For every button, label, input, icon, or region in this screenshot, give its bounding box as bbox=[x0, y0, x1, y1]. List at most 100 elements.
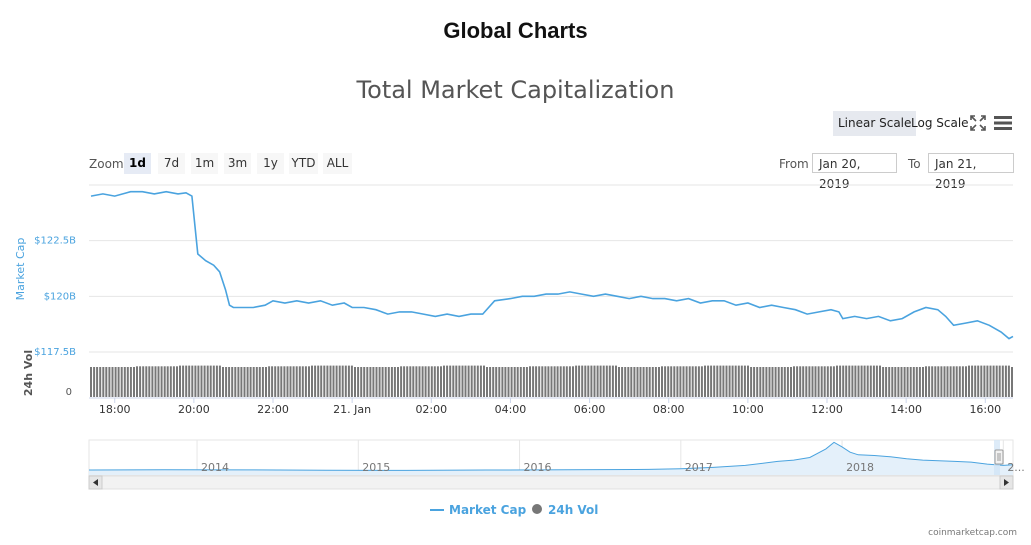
volume-bar bbox=[483, 365, 485, 397]
volume-bar bbox=[486, 367, 488, 397]
volume-bar bbox=[998, 365, 1001, 397]
zoom-all-button[interactable]: ALL bbox=[323, 153, 352, 174]
zoom-1y-button[interactable]: 1y bbox=[257, 153, 284, 174]
volume-bar bbox=[799, 366, 802, 397]
volume-bar bbox=[206, 365, 209, 397]
volume-bar bbox=[446, 365, 449, 397]
volume-bar bbox=[277, 366, 280, 397]
legend-label-market-cap: Market Cap bbox=[449, 503, 527, 517]
volume-bar bbox=[344, 365, 347, 397]
volume-bar bbox=[685, 366, 688, 397]
volume-bar bbox=[381, 367, 384, 397]
volume-bar bbox=[261, 367, 264, 397]
volume-bar bbox=[673, 366, 676, 397]
volume-bar bbox=[440, 366, 442, 397]
x-tick-label: 20:00 bbox=[178, 403, 210, 416]
to-label: To bbox=[908, 157, 921, 171]
zoom-1m-button[interactable]: 1m bbox=[191, 153, 218, 174]
volume-bar bbox=[142, 366, 145, 397]
volume-bar bbox=[826, 366, 829, 397]
volume-bar bbox=[888, 367, 891, 397]
volume-bar bbox=[952, 366, 955, 397]
from-date-input[interactable]: Jan 20, 2019 bbox=[812, 153, 897, 191]
volume-bar bbox=[602, 365, 605, 397]
legend: Market Cap 24h Vol bbox=[430, 503, 598, 517]
volume-bar bbox=[590, 365, 593, 397]
volume-bar bbox=[329, 365, 332, 397]
volume-bar bbox=[556, 366, 559, 397]
volume-bar bbox=[510, 367, 513, 397]
volume-bar bbox=[541, 366, 544, 397]
volume-bar bbox=[280, 366, 283, 397]
volume-bar bbox=[697, 366, 700, 397]
volume-bar bbox=[169, 366, 172, 397]
volume-bar bbox=[915, 367, 918, 397]
volume-bar bbox=[393, 367, 396, 397]
volume-bar bbox=[289, 366, 292, 397]
navigator-handle[interactable] bbox=[994, 449, 1004, 465]
volume-bar bbox=[390, 367, 393, 397]
volume-bar bbox=[209, 365, 212, 397]
navigator[interactable]: 2014 2015 2016 2017 2018 2... bbox=[88, 439, 1025, 476]
volume-bar bbox=[676, 366, 679, 397]
to-date-input[interactable]: Jan 21, 2019 bbox=[928, 153, 1014, 191]
volume-bar bbox=[645, 367, 648, 397]
volume-bar bbox=[430, 366, 433, 397]
volume-bar bbox=[421, 366, 424, 397]
volume-bar bbox=[443, 365, 445, 397]
volume-bar bbox=[298, 366, 301, 397]
zoom-7d-button[interactable]: 7d bbox=[158, 153, 185, 174]
log-scale-button[interactable]: Log Scale bbox=[911, 116, 969, 130]
volume-bar bbox=[971, 365, 974, 397]
volume-bar bbox=[314, 365, 317, 397]
volume-bar bbox=[185, 365, 188, 397]
volume-bar bbox=[688, 366, 691, 397]
volume-bar bbox=[636, 367, 639, 397]
zoom-1d-button[interactable]: 1d bbox=[124, 153, 151, 174]
volume-bar bbox=[225, 367, 228, 397]
volume-bar bbox=[854, 365, 857, 397]
volume-bar bbox=[608, 365, 611, 397]
volume-bar bbox=[292, 366, 295, 397]
volume-bar bbox=[946, 366, 949, 397]
volume-bar bbox=[252, 367, 255, 397]
volume-bar bbox=[872, 365, 875, 397]
y-axis-ticks: $117.5B $120B $122.5B bbox=[34, 236, 76, 358]
volume-bar bbox=[817, 366, 820, 397]
volume-bar bbox=[507, 367, 510, 397]
credit-text[interactable]: coinmarketcap.com bbox=[928, 528, 1017, 538]
volume-bar bbox=[384, 367, 387, 397]
volume-bar bbox=[369, 367, 372, 397]
volume-bar bbox=[897, 367, 900, 397]
volume-bar bbox=[621, 367, 624, 397]
legend-item-24h-vol[interactable]: 24h Vol bbox=[532, 503, 598, 517]
volume-bar bbox=[842, 365, 845, 397]
volume-bar bbox=[661, 366, 663, 397]
volume-bar bbox=[504, 367, 507, 397]
x-tick-label: 10:00 bbox=[732, 403, 764, 416]
volume-bar bbox=[802, 366, 805, 397]
zoom-3m-button[interactable]: 3m bbox=[224, 153, 251, 174]
volume-bar bbox=[212, 365, 215, 397]
volume-bar bbox=[578, 365, 581, 397]
legend-item-market-cap[interactable]: Market Cap bbox=[430, 503, 527, 517]
volume-bar bbox=[455, 365, 458, 397]
volume-bar bbox=[295, 366, 298, 397]
volume-bar bbox=[228, 367, 231, 397]
navigator-scrollbar[interactable] bbox=[88, 475, 1014, 490]
zoom-ytd-button[interactable]: YTD bbox=[289, 153, 318, 174]
volume-bar bbox=[274, 366, 277, 397]
volume-bar bbox=[572, 366, 574, 397]
x-tick-label: 06:00 bbox=[574, 403, 606, 416]
volume-bar bbox=[774, 367, 777, 397]
volume-bar bbox=[958, 366, 961, 397]
volume-bar bbox=[977, 365, 980, 397]
linear-scale-button[interactable]: Linear Scale bbox=[833, 111, 917, 136]
volume-bar bbox=[995, 365, 998, 397]
fullscreen-icon[interactable] bbox=[970, 115, 986, 131]
volume-bar bbox=[707, 365, 710, 397]
volume-bar bbox=[129, 367, 132, 397]
volume-bar bbox=[218, 365, 221, 397]
volume-bar bbox=[519, 367, 522, 397]
hamburger-menu-icon[interactable] bbox=[994, 115, 1012, 131]
